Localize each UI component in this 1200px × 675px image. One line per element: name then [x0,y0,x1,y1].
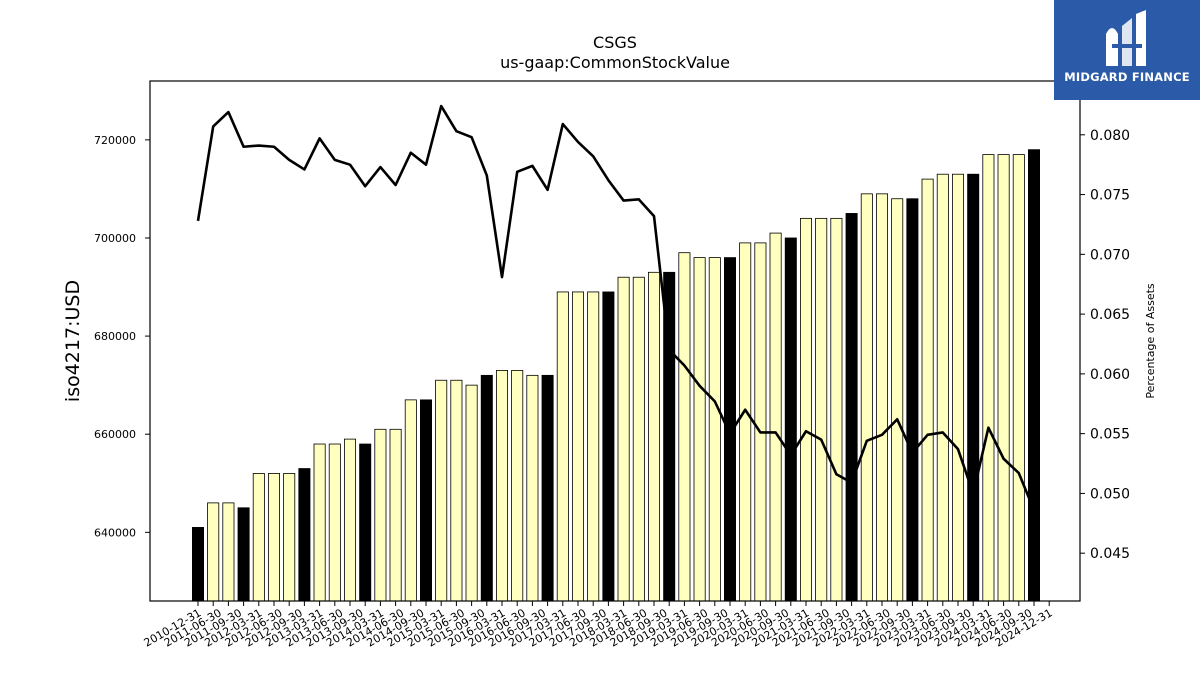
y2-tick-label: 0.055 [1090,427,1130,443]
y-tick-label: 700000 [94,232,136,245]
midgard-logo-icon [1106,10,1146,66]
y2-tick-label: 0.070 [1090,247,1130,263]
bar-2014-03-31 [389,428,402,602]
bar-2014-12-31 [435,379,448,602]
percentage-of-assets-line [196,104,1036,511]
bar-2019-03-31 [693,257,706,602]
y2-tick-label: 0.080 [1090,128,1130,144]
bar-2015-12-31 [495,370,508,602]
y-axis-label: iso4217:USD [62,280,84,402]
bar-2021-03-31 [815,217,828,602]
bar-2016-06-30 [526,374,539,602]
bar-2012-12-31 [313,443,326,602]
bar-2015-09-30 [480,374,493,602]
chart-subtitle: us-gaap:CommonStockValue [500,53,730,72]
bar-2019-06-30 [708,257,721,602]
bar-2023-06-30 [952,173,965,602]
bar-2024-06-30 [1012,154,1025,602]
bar-2022-06-30 [891,198,904,602]
y2-tick-label: 0.065 [1090,307,1130,323]
bar-2012-03-31 [267,473,280,602]
bar-2017-12-31 [617,276,630,602]
bar-2022-03-31 [876,193,889,602]
bar-2023-03-31 [936,173,949,602]
bar-2014-06-30 [404,399,417,602]
y-axis-right: 0.045 0.050 0.055 0.060 0.065 0.070 0.075 0.080 [1080,128,1130,562]
y-tick-label: 680000 [94,330,136,343]
bar-2020-03-31 [754,242,767,602]
bar-2017-03-31 [572,291,585,602]
bar-2021-09-30 [845,213,858,602]
bar-2020-06-30 [769,232,782,602]
bar-2011-03-31 [207,502,220,602]
bar-2012-06-30 [283,473,296,602]
bar-2014-09-30 [419,399,432,602]
percentage-line-series [196,104,1036,511]
y-tick-label: 640000 [94,526,136,539]
bar-2020-12-31 [800,217,813,602]
bar-2011-06-30 [222,502,235,602]
bar-2015-06-30 [465,384,478,602]
bar-2024-03-31 [997,154,1010,602]
bar-2018-03-31 [632,276,645,602]
bar-2017-09-30 [602,291,615,602]
bar-2010-12-31 [191,527,204,602]
bar-2022-09-30 [906,198,919,602]
bar-2021-06-30 [830,217,843,602]
bar-2013-06-30 [343,438,356,602]
bar-2016-09-30 [541,374,554,602]
plot-frame [149,80,1081,602]
bar-series [191,149,1041,602]
bar-2011-09-30 [237,507,250,602]
bar-2013-09-30 [359,443,372,602]
midgard-finance-logo: MIDGARD FINANCE [1054,0,1200,100]
y2-tick-label: 0.060 [1090,367,1130,383]
logo-text: MIDGARD FINANCE [1064,70,1190,84]
bar-2021-12-31 [860,193,873,602]
bar-2020-09-30 [784,237,797,602]
bar-2013-12-31 [374,428,387,602]
bar-2012-09-30 [298,468,311,602]
y-tick-label: 660000 [94,428,136,441]
y2-tick-label: 0.050 [1090,486,1130,502]
bar-2013-03-31 [328,443,341,602]
chart-title: CSGS [593,33,637,52]
bar-2019-12-31 [739,242,752,602]
y2-tick-label: 0.075 [1090,188,1130,204]
y2-tick-label: 0.045 [1090,546,1130,562]
bar-2011-12-31 [252,473,265,602]
y2-axis-label: Percentage of Assets [1144,283,1157,399]
bar-2023-12-31 [982,154,995,602]
bar-2023-09-30 [967,173,980,602]
y-axis-left: 640000 660000 680000 700000 720000 [94,134,150,539]
x-axis: 2010-12-312011-06-302011-09-302012-03-31… [142,601,1055,650]
y-tick-label: 720000 [94,134,136,147]
bar-2018-12-31 [678,252,691,602]
bar-2022-12-31 [921,178,934,602]
bar-2017-06-30 [587,291,600,602]
bar-2016-12-31 [556,291,569,602]
bar-2024-09-30 [1028,149,1041,602]
bar-2018-06-30 [648,271,661,602]
bar-2015-03-31 [450,379,463,602]
bar-2016-03-31 [511,370,524,602]
